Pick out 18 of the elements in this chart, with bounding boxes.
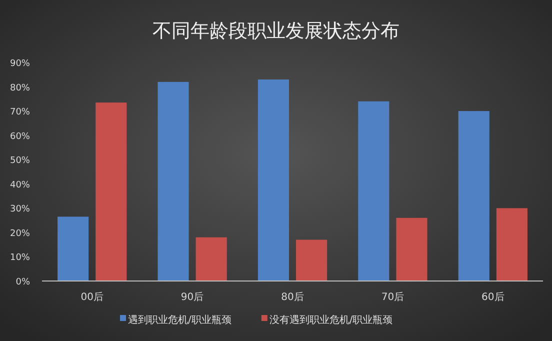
chart-title: 不同年龄段职业发展状态分布 <box>152 20 400 42</box>
y-tick-label: 0% <box>16 278 30 288</box>
y-tick-label: 90% <box>10 59 30 69</box>
y-tick-label: 20% <box>10 228 30 239</box>
y-tick-label: 50% <box>10 156 30 166</box>
y-tick-label: 10% <box>10 253 30 264</box>
x-tick-label: 70后 <box>381 291 404 303</box>
legend-label: 遇到职业危机/职业瓶颈 <box>128 314 232 326</box>
legend-label: 没有遇到职业危机/职业瓶颈 <box>269 314 393 326</box>
y-tick-label: 80% <box>10 83 30 94</box>
y-tick-label: 40% <box>10 180 30 190</box>
y-tick-label: 70% <box>10 108 30 118</box>
x-tick-label: 60后 <box>482 291 504 303</box>
y-tick-label: 30% <box>10 204 30 215</box>
x-tick-label: 00后 <box>80 291 104 303</box>
x-tick-label: 90后 <box>180 291 204 303</box>
x-tick-label: 80后 <box>281 291 304 303</box>
y-tick-label: 60% <box>10 132 30 142</box>
